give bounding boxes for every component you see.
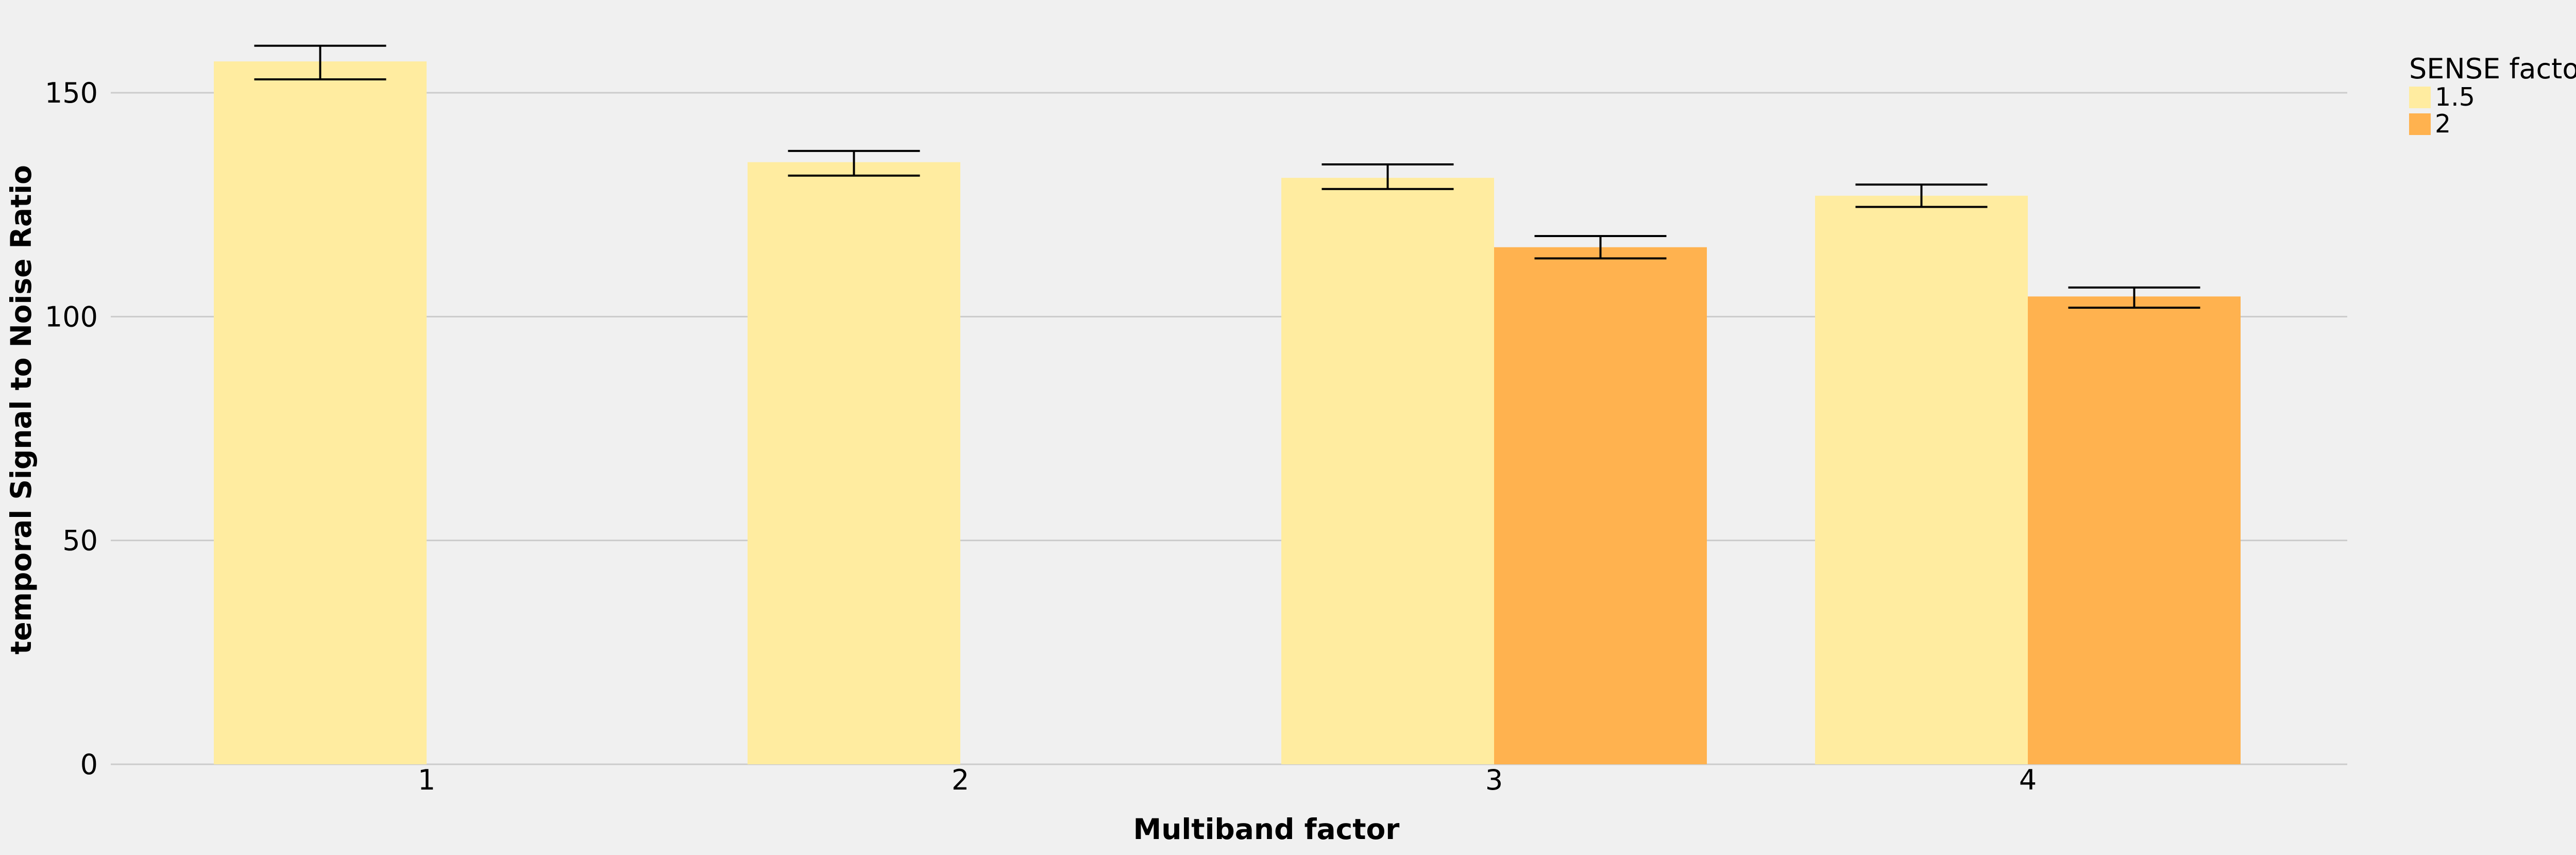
legend-label: 1.5 [2435, 82, 2475, 112]
bar [1815, 195, 2028, 764]
y-tick-label: 50 [62, 525, 98, 557]
bar [748, 162, 960, 765]
legend-swatch [2409, 113, 2431, 135]
legend-label: 2 [2435, 109, 2451, 139]
legend-swatch [2409, 87, 2431, 108]
bar [214, 61, 427, 764]
bar [1494, 247, 1707, 764]
x-axis-title: Multiband factor [1133, 813, 1400, 846]
legend: SENSE factor 1.52 [2409, 53, 2576, 139]
y-tick-label: 100 [45, 300, 98, 333]
y-tick-label: 150 [45, 77, 98, 109]
legend-title: SENSE factor [2409, 53, 2576, 85]
y-tick-label: 0 [80, 748, 98, 781]
y-axis-ticks: 0 50 100 150 [45, 77, 98, 781]
error-bars [254, 44, 2200, 309]
bar [1281, 178, 1494, 765]
x-tick-label: 1 [418, 764, 435, 796]
bar [2028, 296, 2241, 764]
x-tick-label: 4 [2019, 764, 2037, 796]
x-tick-label: 3 [1485, 764, 1503, 796]
x-tick-label: 2 [952, 764, 969, 796]
x-axis-ticks: 1 2 3 4 [418, 764, 2037, 796]
y-axis-title: temporal Signal to Noise Ratio [5, 165, 38, 655]
bars [214, 61, 2241, 765]
